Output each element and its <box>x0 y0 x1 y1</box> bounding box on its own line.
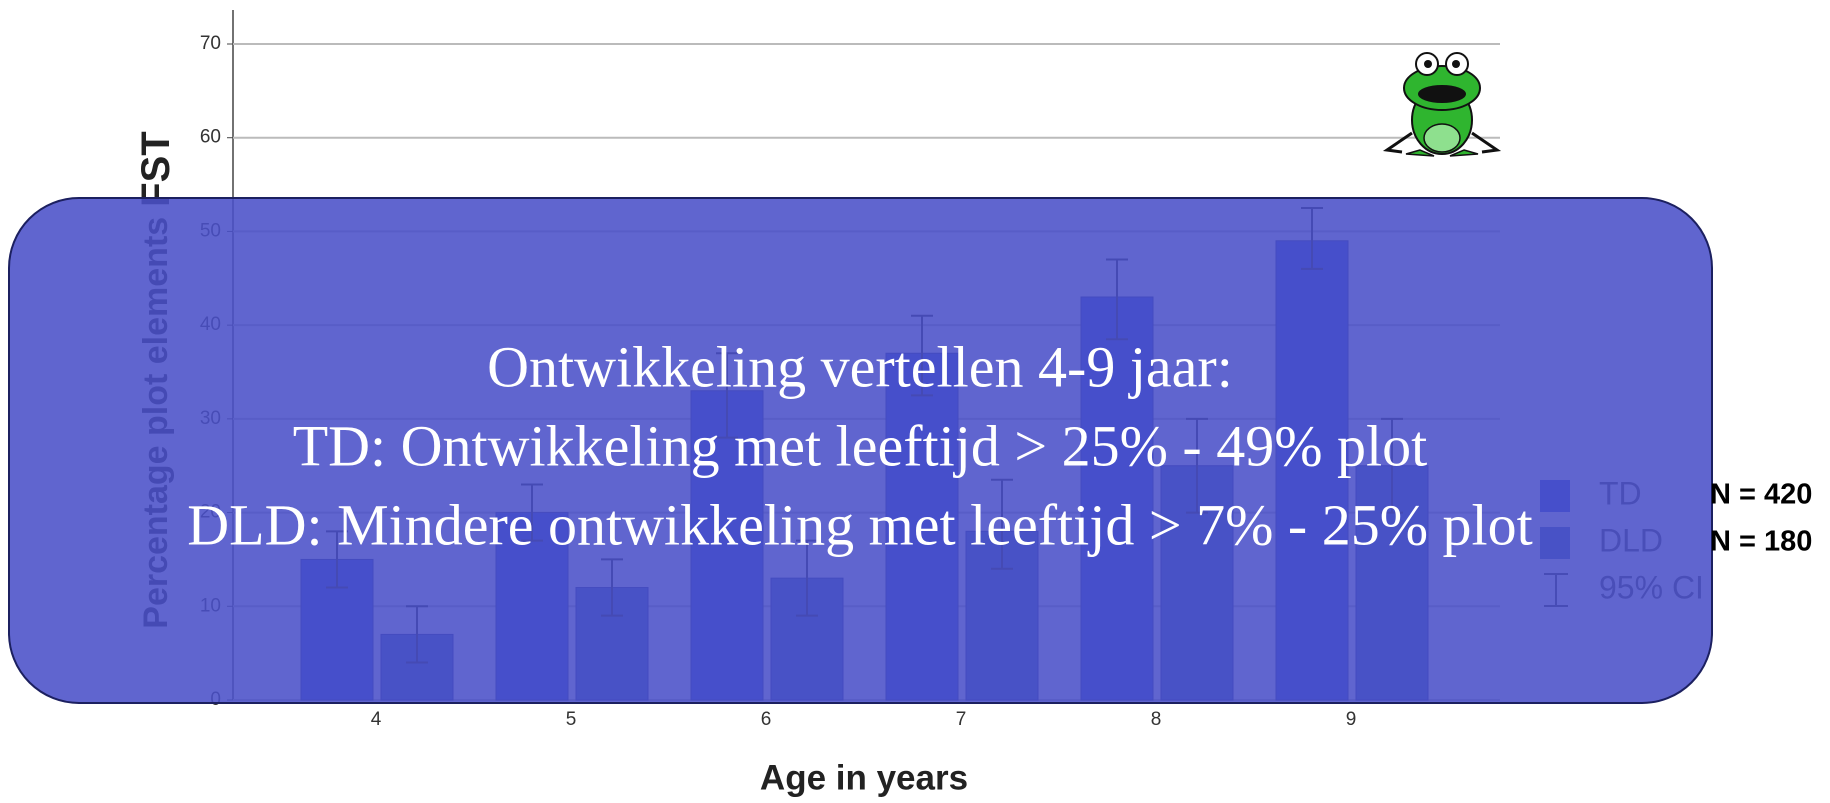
x-tick-label: 8 <box>1151 709 1162 730</box>
annotation-line: DLD: Mindere ontwikkeling met leeftijd >… <box>187 492 1533 557</box>
y-tick-label: 60 <box>200 127 221 148</box>
y-axis-title-part: FST <box>134 131 178 207</box>
x-tick-label: 6 <box>761 709 772 730</box>
slide: 010203040506070Percentage plot elementsF… <box>0 0 1830 803</box>
annotation-line: TD: Ontwikkeling met leeftijd > 25% - 49… <box>293 413 1428 478</box>
page: {"chart_data": {"type": "bar", "xlabel":… <box>0 0 1830 803</box>
annotation-line: Ontwikkeling vertellen 4-9 jaar: <box>487 334 1233 399</box>
sample-size-label: N = 180 <box>1710 526 1812 558</box>
x-tick-label: 5 <box>566 709 577 730</box>
x-tick-label: 4 <box>371 709 382 730</box>
y-tick-label: 70 <box>200 33 221 54</box>
frog-icon <box>1387 53 1497 156</box>
x-tick-label: 7 <box>956 709 967 730</box>
sample-size-label: N = 420 <box>1710 479 1812 511</box>
x-tick-label: 9 <box>1346 709 1357 730</box>
x-axis-title: Age in years <box>760 758 968 797</box>
